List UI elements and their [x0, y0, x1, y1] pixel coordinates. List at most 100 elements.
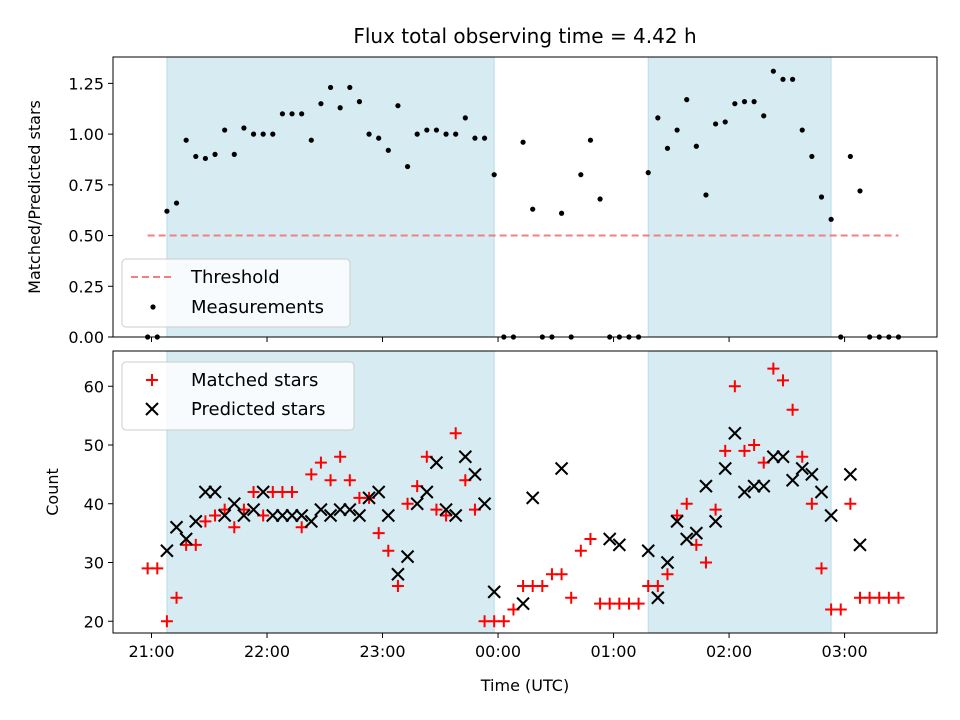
legend-matched-label: Matched stars [191, 370, 318, 391]
measurement-point [780, 76, 786, 82]
predicted-star-point [651, 591, 665, 605]
measurement-point [520, 139, 526, 145]
bottom-legend-box [121, 361, 355, 431]
measurement-point [712, 121, 719, 127]
matched-star-point [680, 497, 693, 510]
matched-star-point [497, 615, 510, 628]
top-y-tick-label-4: 1.00 [68, 125, 104, 144]
measurement-point [376, 135, 382, 141]
measurement-point [193, 153, 199, 160]
top-legend-box [121, 258, 351, 328]
predicted-star-point [381, 508, 396, 523]
matched-star-point [555, 568, 568, 581]
matched-star-point [247, 486, 260, 498]
measurement-point [703, 192, 709, 198]
matched-star-point [372, 527, 385, 540]
matched-star-point [286, 486, 299, 498]
measurement-point [645, 170, 651, 176]
predicted-star-point [333, 502, 347, 517]
measurement-point [356, 99, 363, 105]
predicted-star-point [795, 461, 809, 476]
legend-predicted-label: Predicted stars [191, 399, 325, 420]
predicted-star-point [198, 485, 213, 499]
top-y-tick-label-3: 0.75 [68, 176, 104, 195]
measurement-point [674, 127, 680, 133]
bottom-panel: 20 30 40 50 60 21:00 22:00 23:00 00:00 01:00 02:00… [43, 350, 938, 695]
legend-predicted-swatch [145, 402, 159, 416]
matched-star-point [440, 509, 453, 522]
matched-star-point [324, 474, 337, 487]
measurement-point [578, 172, 584, 178]
top-axes-frame [112, 56, 938, 338]
predicted-star-point [468, 467, 482, 482]
predicted-star-point [217, 508, 232, 523]
predicted-star-point [757, 479, 771, 493]
top-panel: 0.00 0.25 0.50 0.75 1.00 1.25 Flux total obse… [25, 24, 938, 347]
predicted-star-point [785, 473, 800, 487]
x-tick-label-1: 22:00 [244, 642, 290, 661]
measurement-point [308, 137, 314, 143]
measurement-point [693, 143, 699, 149]
predicted-star-point [477, 497, 492, 511]
predicted-star-point [612, 538, 627, 552]
matched-star-point [584, 533, 597, 545]
matched-star-point [391, 580, 404, 592]
predicted-star-point [728, 426, 742, 440]
x-tick-label-6: 03:00 [822, 642, 868, 661]
matched-star-point [728, 380, 741, 393]
measurement-point [260, 131, 266, 137]
matched-star-point [536, 580, 549, 592]
predicted-star-point [266, 508, 280, 523]
measurement-point [472, 135, 478, 141]
bottom-y-tick-label-1: 30 [84, 554, 104, 573]
legend-measurements-label: Measurements [191, 297, 324, 318]
measurement-point [231, 151, 237, 157]
x-axis-label: Time (UTC) [480, 676, 569, 695]
matched-star-point [709, 503, 722, 516]
predicted-star-point [294, 508, 309, 523]
x-tick-label-0: 21:00 [128, 642, 174, 661]
measurement-point [684, 97, 690, 103]
measurement-point [279, 111, 286, 117]
bottom-y-tick-label-0: 20 [84, 612, 104, 631]
measurement-point [732, 101, 738, 107]
measurement-point [250, 131, 257, 137]
top-legend: Threshold Measurements [121, 258, 351, 328]
predicted-star-point [776, 450, 790, 464]
measurement-point [799, 127, 805, 133]
measurement-point [299, 111, 305, 117]
matched-star-point [430, 503, 443, 516]
matched-star-point [776, 374, 789, 387]
measurement-point [655, 115, 661, 121]
predicted-star-point [246, 502, 261, 517]
predicted-star-point [160, 544, 174, 558]
measurement-point [790, 76, 796, 82]
matched-star-point [748, 439, 761, 451]
matched-star-point [815, 562, 828, 575]
legend-threshold-label: Threshold [190, 267, 280, 288]
predicted-star-point [343, 502, 357, 517]
measurement-point [183, 137, 189, 143]
matched-star-point [228, 521, 241, 534]
predicted-star-point [256, 485, 270, 499]
predicted-star-point [227, 497, 241, 511]
measurement-point [770, 68, 776, 74]
measurement-point [347, 84, 353, 91]
bottom-legend: Matched stars Predicted stars [121, 361, 355, 431]
matched-star-point [199, 515, 212, 528]
measurement-point [722, 119, 728, 125]
measurement-point [395, 103, 401, 109]
bottom-y-tick-label-2: 40 [84, 495, 104, 514]
measurement-point [491, 172, 497, 178]
bottom-y-axis-label: Count [43, 468, 62, 516]
measurement-point [164, 208, 170, 214]
predicted-star-point [670, 514, 684, 529]
predicted-star-point [323, 508, 338, 523]
x-tick-label-3: 00:00 [475, 642, 521, 661]
matched-star-point [160, 615, 173, 628]
matched-star-point [449, 427, 462, 440]
bottom-y-tick-label-3: 50 [84, 436, 104, 455]
measurement-point [212, 151, 218, 157]
matched-star-point [796, 450, 809, 463]
